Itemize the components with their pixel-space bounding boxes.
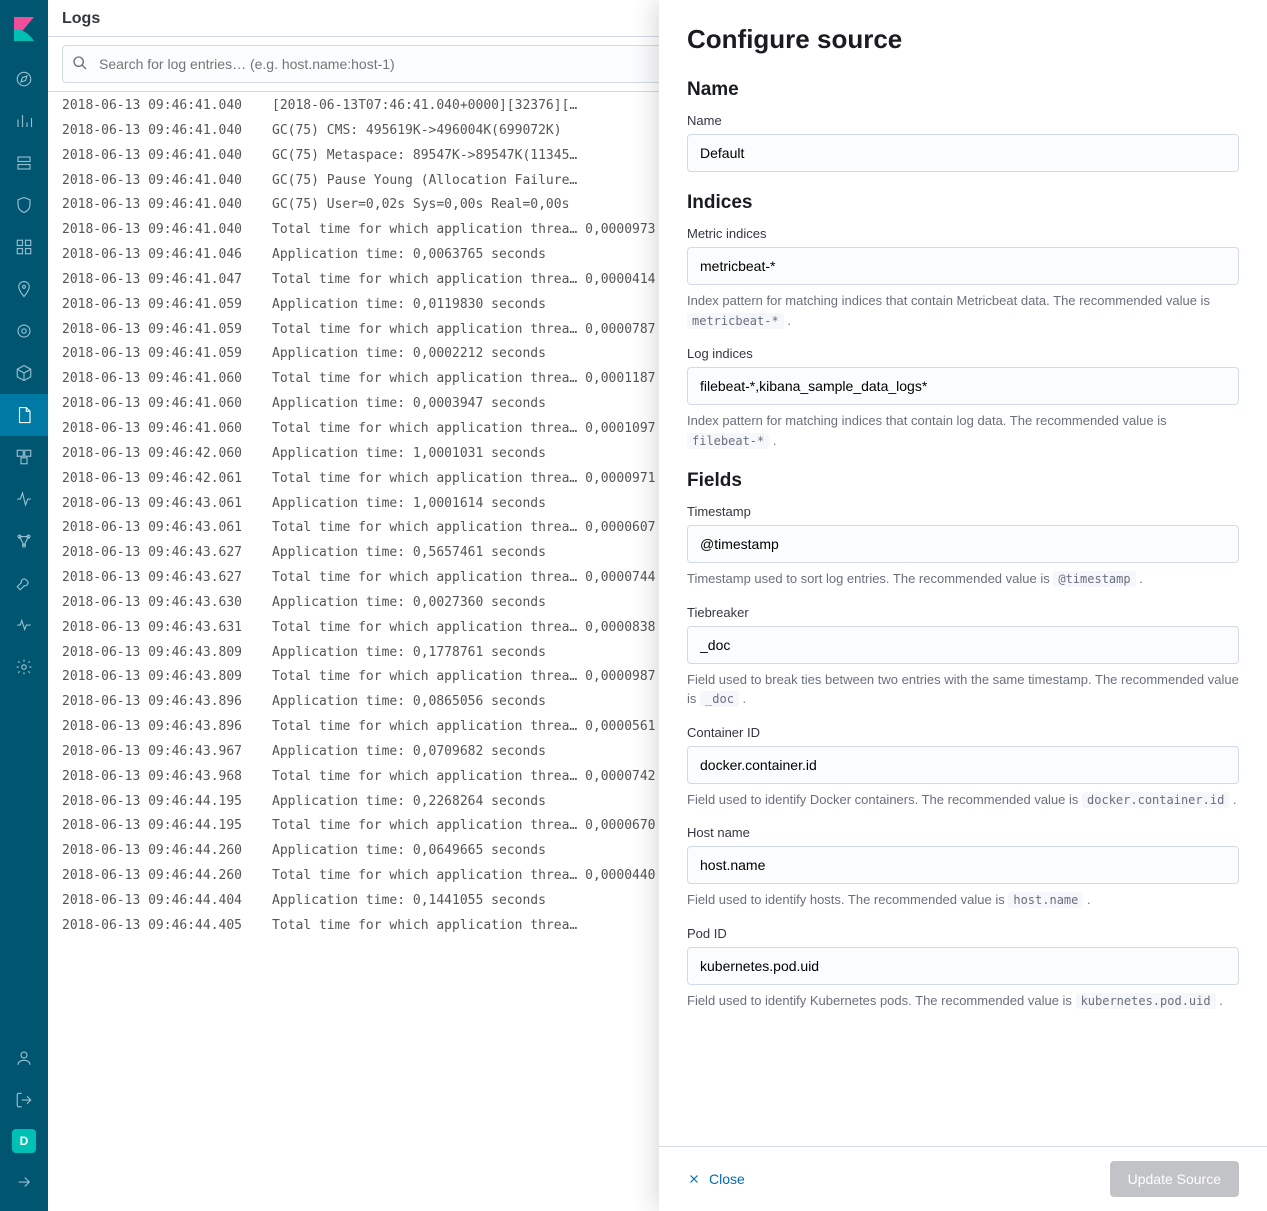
nav-grid-icon[interactable] bbox=[0, 226, 48, 268]
nav-infra-icon[interactable] bbox=[0, 436, 48, 478]
section-name: Name bbox=[687, 79, 1239, 101]
log-timestamp: 2018-06-13 09:46:43.967 bbox=[62, 743, 272, 762]
nav-compass-icon[interactable] bbox=[0, 58, 48, 100]
log-timestamp: 2018-06-13 09:46:44.404 bbox=[62, 892, 272, 911]
timestamp-label: Timestamp bbox=[687, 504, 1239, 519]
log-timestamp: 2018-06-13 09:46:42.060 bbox=[62, 445, 272, 464]
log-timestamp: 2018-06-13 09:46:44.195 bbox=[62, 793, 272, 812]
log-timestamp: 2018-06-13 09:46:41.060 bbox=[62, 420, 272, 439]
nav-activity-icon[interactable] bbox=[0, 478, 48, 520]
hostname-input[interactable] bbox=[687, 846, 1239, 884]
log-timestamp: 2018-06-13 09:46:43.061 bbox=[62, 519, 272, 538]
nav-shield-icon[interactable] bbox=[0, 184, 48, 226]
log-timestamp: 2018-06-13 09:46:42.061 bbox=[62, 470, 272, 489]
container-label: Container ID bbox=[687, 725, 1239, 740]
log-timestamp: 2018-06-13 09:46:41.060 bbox=[62, 370, 272, 389]
nav-graph-nodes-icon[interactable] bbox=[0, 520, 48, 562]
log-timestamp: 2018-06-13 09:46:41.047 bbox=[62, 271, 272, 290]
name-label: Name bbox=[687, 113, 1239, 128]
log-timestamp: 2018-06-13 09:46:41.040 bbox=[62, 196, 272, 215]
log-timestamp: 2018-06-13 09:46:43.631 bbox=[62, 619, 272, 638]
timestamp-help: Timestamp used to sort log entries. The … bbox=[687, 569, 1239, 589]
log-timestamp: 2018-06-13 09:46:41.059 bbox=[62, 321, 272, 340]
name-input[interactable] bbox=[687, 134, 1239, 172]
configure-source-flyout: Configure source Name Name Indices Metri… bbox=[659, 0, 1267, 1211]
section-fields: Fields bbox=[687, 470, 1239, 492]
container-input[interactable] bbox=[687, 746, 1239, 784]
flyout-title: Configure source bbox=[687, 24, 1239, 55]
nav-heartbeat-icon[interactable] bbox=[0, 604, 48, 646]
log-timestamp: 2018-06-13 09:46:44.195 bbox=[62, 817, 272, 836]
log-timestamp: 2018-06-13 09:46:41.059 bbox=[62, 296, 272, 315]
log-indices-help: Index pattern for matching indices that … bbox=[687, 411, 1239, 450]
log-timestamp: 2018-06-13 09:46:43.809 bbox=[62, 668, 272, 687]
log-timestamp: 2018-06-13 09:46:41.040 bbox=[62, 147, 272, 166]
hostname-label: Host name bbox=[687, 825, 1239, 840]
section-indices: Indices bbox=[687, 192, 1239, 214]
log-timestamp: 2018-06-13 09:46:44.405 bbox=[62, 917, 272, 936]
metric-indices-input[interactable] bbox=[687, 247, 1239, 285]
log-timestamp: 2018-06-13 09:46:43.809 bbox=[62, 644, 272, 663]
log-timestamp: 2018-06-13 09:46:43.630 bbox=[62, 594, 272, 613]
tiebreaker-label: Tiebreaker bbox=[687, 605, 1239, 620]
timestamp-input[interactable] bbox=[687, 525, 1239, 563]
container-help: Field used to identify Docker containers… bbox=[687, 790, 1239, 810]
user-icon[interactable] bbox=[0, 1037, 48, 1079]
app-sidebar: D bbox=[0, 0, 48, 1211]
log-timestamp: 2018-06-13 09:46:44.260 bbox=[62, 842, 272, 861]
log-timestamp: 2018-06-13 09:46:43.968 bbox=[62, 768, 272, 787]
collapse-icon[interactable] bbox=[0, 1161, 48, 1203]
log-timestamp: 2018-06-13 09:46:41.060 bbox=[62, 395, 272, 414]
pod-label: Pod ID bbox=[687, 926, 1239, 941]
pod-input[interactable] bbox=[687, 947, 1239, 985]
close-button[interactable]: Close bbox=[687, 1171, 745, 1187]
nav-package-icon[interactable] bbox=[0, 352, 48, 394]
nav-gear-ring-icon[interactable] bbox=[0, 310, 48, 352]
tiebreaker-input[interactable] bbox=[687, 626, 1239, 664]
log-indices-input[interactable] bbox=[687, 367, 1239, 405]
log-timestamp: 2018-06-13 09:46:44.260 bbox=[62, 867, 272, 886]
hostname-help: Field used to identify hosts. The recomm… bbox=[687, 890, 1239, 910]
search-icon bbox=[72, 55, 88, 71]
nav-wrench-icon[interactable] bbox=[0, 562, 48, 604]
log-timestamp: 2018-06-13 09:46:41.040 bbox=[62, 172, 272, 191]
update-source-button[interactable]: Update Source bbox=[1110, 1161, 1239, 1197]
log-indices-label: Log indices bbox=[687, 346, 1239, 361]
nav-layers-icon[interactable] bbox=[0, 142, 48, 184]
avatar[interactable]: D bbox=[12, 1129, 36, 1153]
nav-settings-icon[interactable] bbox=[0, 646, 48, 688]
log-timestamp: 2018-06-13 09:46:43.061 bbox=[62, 495, 272, 514]
log-timestamp: 2018-06-13 09:46:41.040 bbox=[62, 97, 272, 116]
metric-indices-label: Metric indices bbox=[687, 226, 1239, 241]
log-timestamp: 2018-06-13 09:46:41.040 bbox=[62, 122, 272, 141]
log-timestamp: 2018-06-13 09:46:43.896 bbox=[62, 718, 272, 737]
close-icon bbox=[687, 1172, 701, 1186]
kibana-logo[interactable] bbox=[0, 0, 48, 58]
nav-marker-icon[interactable] bbox=[0, 268, 48, 310]
logout-icon[interactable] bbox=[0, 1079, 48, 1121]
log-timestamp: 2018-06-13 09:46:41.059 bbox=[62, 345, 272, 364]
log-timestamp: 2018-06-13 09:46:43.627 bbox=[62, 544, 272, 563]
log-timestamp: 2018-06-13 09:46:43.627 bbox=[62, 569, 272, 588]
pod-help: Field used to identify Kubernetes pods. … bbox=[687, 991, 1239, 1011]
log-timestamp: 2018-06-13 09:46:41.040 bbox=[62, 221, 272, 240]
tiebreaker-help: Field used to break ties between two ent… bbox=[687, 670, 1239, 709]
log-timestamp: 2018-06-13 09:46:41.046 bbox=[62, 246, 272, 265]
log-timestamp: 2018-06-13 09:46:43.896 bbox=[62, 693, 272, 712]
nav-bar-chart-icon[interactable] bbox=[0, 100, 48, 142]
metric-indices-help: Index pattern for matching indices that … bbox=[687, 291, 1239, 330]
nav-document-icon[interactable] bbox=[0, 394, 48, 436]
